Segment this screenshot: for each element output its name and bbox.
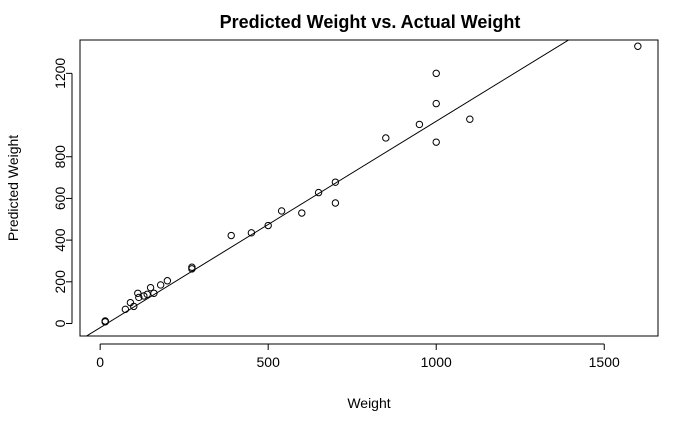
data-point xyxy=(156,281,165,289)
data-point xyxy=(432,69,440,78)
data-point xyxy=(101,318,109,326)
data-point xyxy=(466,115,474,123)
y-tick-label: 800 xyxy=(52,145,68,169)
chart-title: Predicted Weight vs. Actual Weight xyxy=(220,12,521,32)
x-tick-label: 0 xyxy=(96,354,104,370)
data-point xyxy=(277,207,286,215)
data-point xyxy=(331,178,340,186)
y-axis-label: Predicted Weight xyxy=(5,135,21,241)
data-point xyxy=(432,138,440,146)
data-point xyxy=(163,277,172,285)
x-axis: 0 500 1000 1500 xyxy=(96,343,620,370)
data-point xyxy=(432,99,440,108)
fit-line-group xyxy=(85,40,570,336)
x-tick-label: 500 xyxy=(257,354,281,370)
y-tick-label: 1200 xyxy=(52,58,68,89)
data-points xyxy=(101,42,642,326)
data-point xyxy=(134,289,142,297)
y-tick-label: 0 xyxy=(52,319,68,327)
data-point xyxy=(188,263,196,271)
data-point xyxy=(331,199,340,207)
x-tick-label: 1500 xyxy=(589,354,620,370)
data-point xyxy=(314,188,323,197)
data-point xyxy=(382,134,390,142)
x-axis-label: Weight xyxy=(347,395,390,411)
plot-area-border xyxy=(79,39,659,337)
data-point xyxy=(150,289,158,297)
y-tick-label: 200 xyxy=(52,270,68,294)
data-point xyxy=(247,229,256,237)
data-point xyxy=(135,293,143,302)
data-point xyxy=(415,120,424,129)
data-point xyxy=(634,42,642,50)
fit-line xyxy=(85,40,570,336)
data-point xyxy=(298,209,306,217)
y-tick-label: 600 xyxy=(52,187,68,211)
data-point xyxy=(121,305,130,314)
y-tick-label: 400 xyxy=(52,228,68,252)
data-point xyxy=(146,283,155,292)
data-point xyxy=(227,231,235,240)
data-point xyxy=(130,302,138,311)
y-axis: 0 200 400 600 800 1200 xyxy=(52,58,73,327)
x-tick-label: 1000 xyxy=(421,354,452,370)
data-point xyxy=(264,221,272,230)
